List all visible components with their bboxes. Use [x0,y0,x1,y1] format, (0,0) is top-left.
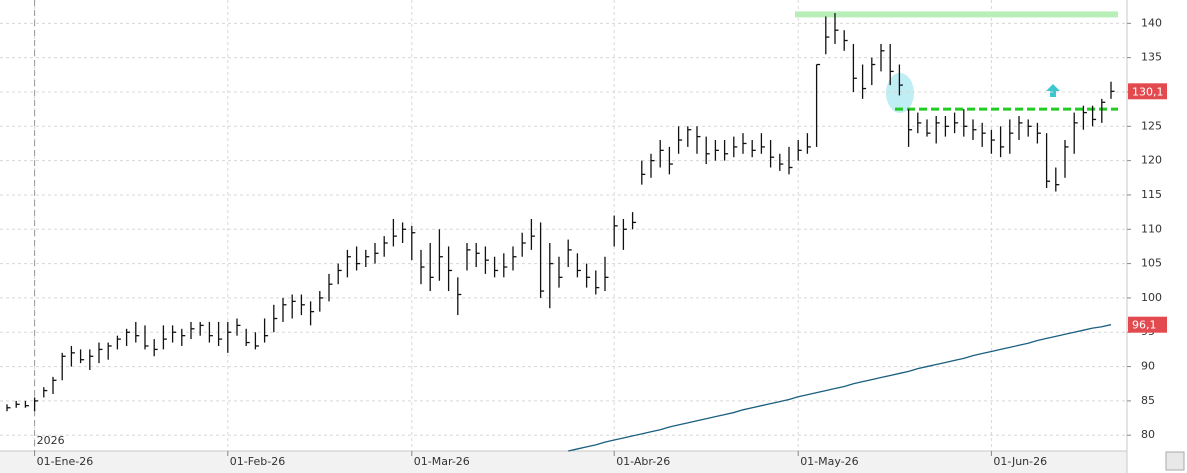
price-tag-label: 130,1 [1132,85,1164,98]
x-tick-label: 01-May-26 [800,455,858,468]
price-tag [1128,83,1167,100]
y-tick-label: 80 [1141,428,1155,441]
plot: 8085909510010511011512012513013514001-En… [0,0,1167,468]
x-tick-label: 01-Mar-26 [414,455,470,468]
y-tick-label: 110 [1141,222,1162,235]
y-tick-label: 90 [1141,360,1155,373]
x-axis-band [0,451,1127,473]
y-tick-label: 85 [1141,394,1155,407]
price-tag-label: 96,1 [1132,319,1157,332]
x-tick-label: 01-Ene-26 [37,455,94,468]
up-arrow [1046,84,1060,97]
y-tick-label: 105 [1141,257,1162,270]
x-tick-label: 01-Jun-26 [993,455,1047,468]
corner-icon[interactable] [1165,451,1185,471]
y-tick-label: 135 [1141,51,1162,64]
y-tick-label: 120 [1141,154,1162,167]
year-label: 2026 [37,434,65,447]
y-tick-label: 140 [1141,16,1162,29]
x-tick-label: 01-Abr-26 [616,455,670,468]
moving-average-line [568,324,1112,452]
price-tag [1128,316,1167,333]
y-tick-label: 125 [1141,119,1162,132]
y-tick-label: 100 [1141,291,1162,304]
y-tick-label: 115 [1141,188,1162,201]
x-tick-label: 01-Feb-26 [230,455,285,468]
